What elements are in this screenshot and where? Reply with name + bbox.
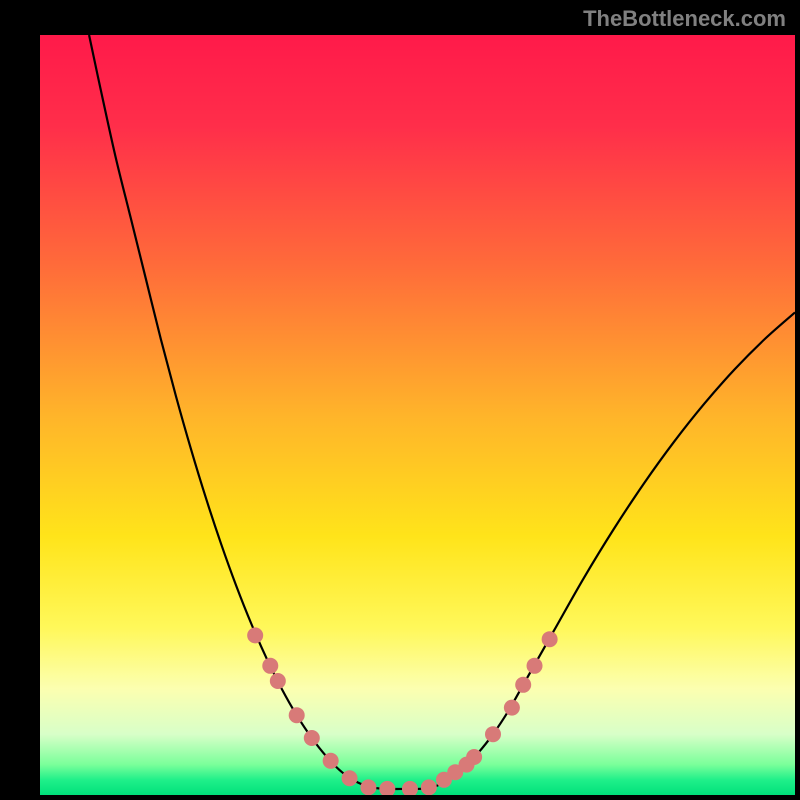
- watermark-text: TheBottleneck.com: [583, 6, 786, 32]
- data-marker: [323, 753, 339, 769]
- data-marker: [527, 658, 543, 674]
- data-marker: [360, 779, 376, 795]
- data-marker: [402, 781, 418, 795]
- data-marker: [542, 631, 558, 647]
- chart-container: TheBottleneck.com: [0, 0, 800, 800]
- data-marker: [466, 749, 482, 765]
- data-marker: [379, 781, 395, 795]
- data-marker: [304, 730, 320, 746]
- data-marker: [289, 707, 305, 723]
- data-marker: [262, 658, 278, 674]
- bottleneck-curve: [89, 35, 795, 789]
- data-marker: [421, 779, 437, 795]
- data-marker: [504, 700, 520, 716]
- curve-overlay: [40, 35, 795, 795]
- data-marker: [485, 726, 501, 742]
- plot-area: [40, 35, 795, 795]
- data-marker: [515, 677, 531, 693]
- data-marker: [247, 627, 263, 643]
- data-marker: [342, 770, 358, 786]
- data-marker: [270, 673, 286, 689]
